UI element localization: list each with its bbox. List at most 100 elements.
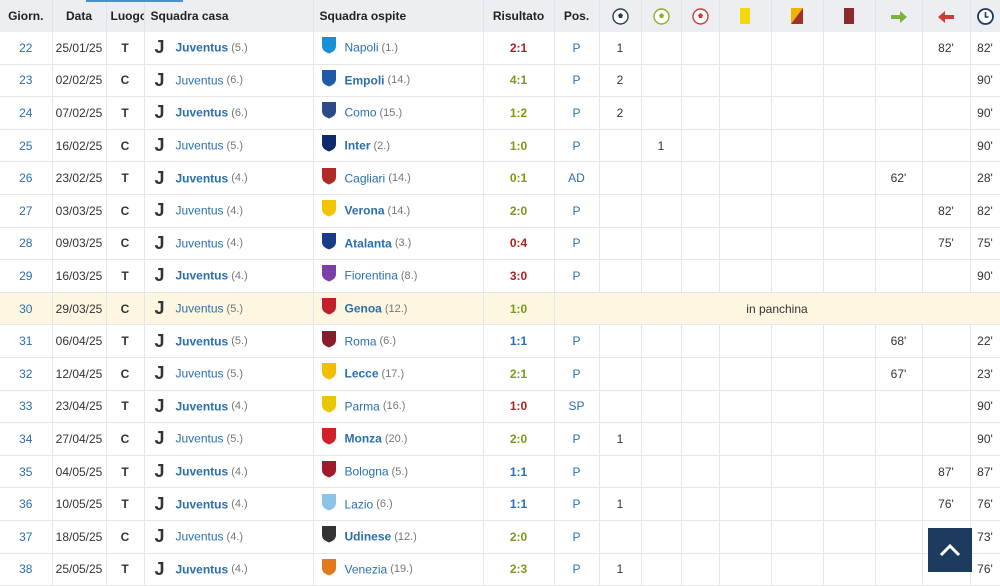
away-team-name[interactable]: Napoli [344,40,379,55]
home-team-name[interactable]: Juventus [175,301,224,316]
home-team-name[interactable]: Juventus [175,203,224,218]
home-team-name[interactable]: Juventus [175,562,229,577]
cell-home-team[interactable]: J Juventus (4.) [144,390,314,424]
away-team-name[interactable]: Monza [344,431,382,446]
cell-home-team[interactable]: J Juventus (4.) [144,487,314,521]
cell-result[interactable]: 2:1 [483,32,555,65]
away-team-name[interactable]: Parma [344,399,380,414]
cell-result[interactable]: 1:0 [483,292,555,326]
cell-away-team[interactable]: Genoa (12.) [313,292,484,326]
home-team-name[interactable]: Juventus [175,497,229,512]
away-team-name[interactable]: Verona [344,203,385,218]
cell-result[interactable]: 1:1 [483,487,555,521]
cell-away-team[interactable]: Verona (14.) [313,194,484,228]
table-row[interactable]: 36 10/05/25 T J Juventus (4.) Lazio (6.) 1:1 P 1 76… [0,487,1000,521]
table-row[interactable]: 34 27/04/25 C J Juventus (5.) Monza (20.) 2:0 P 1 9… [0,422,1000,456]
home-team-name[interactable]: Juventus [175,399,229,414]
table-row[interactable]: 35 04/05/25 T J Juventus (4.) Bologna (5.) 1:1 P 8… [0,455,1000,489]
cell-away-team[interactable]: Parma (16.) [313,390,484,424]
away-team-name[interactable]: Como [344,105,377,120]
cell-away-team[interactable]: Roma (6.) [313,324,484,358]
home-team-name[interactable]: Juventus [175,171,229,186]
cell-result[interactable]: 2:3 [483,553,555,586]
cell-result[interactable]: 1:1 [483,324,555,358]
col-goal[interactable] [599,0,642,32]
table-row[interactable]: 28 09/03/25 C J Juventus (4.) Atalanta (3.) 0:4 P… [0,227,1000,261]
cell-result[interactable]: 1:0 [483,129,555,163]
cell-result[interactable]: 0:1 [483,161,555,195]
home-team-name[interactable]: Juventus [175,431,224,446]
col-minutes[interactable] [970,0,1000,32]
cell-result[interactable]: 3:0 [483,259,555,293]
table-row[interactable]: 27 03/03/25 C J Juventus (4.) Verona (14.) 2:0 P 8… [0,194,1000,228]
home-team-name[interactable]: Juventus [175,105,229,120]
cell-away-team[interactable]: Monza (20.) [313,422,484,456]
cell-away-team[interactable]: Inter (2.) [313,129,484,163]
col-second-yellow[interactable] [771,0,824,32]
cell-away-team[interactable]: Lazio (6.) [313,487,484,521]
cell-home-team[interactable]: J Juventus (4.) [144,227,314,261]
cell-away-team[interactable]: Venezia (19.) [313,553,484,586]
cell-home-team[interactable]: J Juventus (5.) [144,292,314,326]
cell-away-team[interactable]: Lecce (17.) [313,357,484,391]
away-team-name[interactable]: Lazio [344,497,374,512]
table-row[interactable]: 33 23/04/25 T J Juventus (4.) Parma (16.) 1:0 SP 9… [0,390,1000,424]
cell-result[interactable]: 0:4 [483,227,555,261]
cell-result[interactable]: 2:0 [483,194,555,228]
cell-home-team[interactable]: J Juventus (6.) [144,96,314,130]
home-team-name[interactable]: Juventus [175,464,229,479]
cell-home-team[interactable]: J Juventus (4.) [144,259,314,293]
cell-result[interactable]: 2:1 [483,357,555,391]
home-team-name[interactable]: Juventus [175,40,229,55]
table-row[interactable]: 25 16/02/25 C J Juventus (5.) Inter (2.) 1:0 P 1 90… [0,129,1000,163]
cell-away-team[interactable]: Cagliari (14.) [313,161,484,195]
cell-away-team[interactable]: Napoli (1.) [313,32,484,65]
cell-home-team[interactable]: J Juventus (5.) [144,129,314,163]
home-team-name[interactable]: Juventus [175,236,224,251]
col-red-card[interactable] [823,0,876,32]
table-row[interactable]: 24 07/02/25 T J Juventus (6.) Como (15.) 1:2 P 2 90… [0,96,1000,130]
table-row[interactable]: 23 02/02/25 C J Juventus (6.) Empoli (14.) 4:1 P 2… [0,64,1000,98]
table-row[interactable]: 30 29/03/25 C J Juventus (5.) Genoa (12.) 1:0 in … [0,292,1000,326]
cell-result[interactable]: 4:1 [483,64,555,98]
scroll-to-top-button[interactable] [928,528,972,572]
away-team-name[interactable]: Roma [344,334,377,349]
table-row[interactable]: 37 18/05/25 C J Juventus (4.) Udinese (12.) 2:0 P… [0,520,1000,554]
table-row[interactable]: 32 12/04/25 C J Juventus (5.) Lecce (17.) 2:1 P 67… [0,357,1000,391]
cell-home-team[interactable]: J Juventus (6.) [144,64,314,98]
cell-away-team[interactable]: Empoli (14.) [313,64,484,98]
away-team-name[interactable]: Cagliari [344,171,386,186]
away-team-name[interactable]: Lecce [344,366,379,381]
home-team-name[interactable]: Juventus [175,334,229,349]
cell-away-team[interactable]: Fiorentina (8.) [313,259,484,293]
col-yellow-card[interactable] [719,0,772,32]
home-team-name[interactable]: Juventus [175,73,224,88]
table-row[interactable]: 22 25/01/25 T J Juventus (5.) Napoli (1.) 2:1 P 1 8… [0,32,1000,65]
cell-away-team[interactable]: Atalanta (3.) [313,227,484,261]
away-team-name[interactable]: Bologna [344,464,389,479]
cell-home-team[interactable]: J Juventus (5.) [144,357,314,391]
col-sub-out[interactable] [922,0,971,32]
away-team-name[interactable]: Udinese [344,529,392,544]
away-team-name[interactable]: Empoli [344,73,385,88]
col-data[interactable]: Data [52,0,107,32]
table-row[interactable]: 29 16/03/25 T J Juventus (4.) Fiorentina (8.) 3:… [0,259,1000,293]
cell-away-team[interactable]: Udinese (12.) [313,520,484,554]
col-squadra-casa[interactable]: Squadra casa [144,0,314,32]
cell-result[interactable]: 1:0 [483,390,555,424]
cell-away-team[interactable]: Como (15.) [313,96,484,130]
home-team-name[interactable]: Juventus [175,138,224,153]
col-penalty-goal[interactable] [641,0,682,32]
cell-home-team[interactable]: J Juventus (5.) [144,32,314,65]
col-sub-in[interactable] [875,0,923,32]
away-team-name[interactable]: Atalanta [344,236,392,251]
col-own-goal[interactable] [681,0,720,32]
cell-result[interactable]: 2:0 [483,520,555,554]
away-team-name[interactable]: Venezia [344,562,388,577]
away-team-name[interactable]: Fiorentina [344,268,398,283]
col-squadra-ospite[interactable]: Squadra ospite [313,0,484,32]
cell-home-team[interactable]: J Juventus (4.) [144,455,314,489]
cell-home-team[interactable]: J Juventus (5.) [144,324,314,358]
home-team-name[interactable]: Juventus [175,366,224,381]
away-team-name[interactable]: Inter [344,138,371,153]
